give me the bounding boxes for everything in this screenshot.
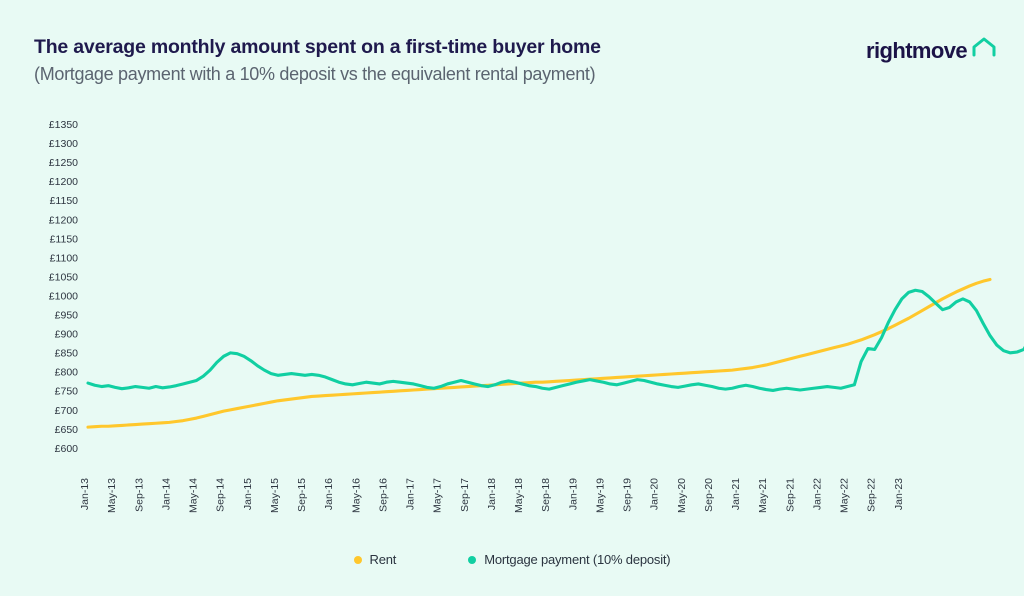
y-axis-tick-label: £600 [55, 443, 79, 455]
x-axis-tick-label: Sep-17 [459, 478, 471, 512]
x-axis-tick-label: May-17 [432, 478, 444, 513]
brand-logo: rightmove [866, 37, 996, 63]
y-axis-tick-label: £1150 [50, 233, 79, 245]
y-axis-tick-label: £900 [55, 329, 79, 341]
y-axis-tick-label: £1000 [49, 290, 78, 302]
legend-item-mortgage[interactable]: Mortgage payment (10% deposit) [468, 552, 671, 567]
x-axis-tick-label: Sep-19 [622, 478, 634, 512]
x-axis-tick-label: Jan-20 [649, 478, 661, 510]
y-axis-tick-label: £800 [55, 367, 79, 379]
y-axis-tick-label: £700 [55, 405, 79, 417]
y-axis-tick-label: £850 [55, 348, 79, 360]
x-axis-tick-label: Sep-22 [866, 478, 878, 512]
page-title: The average monthly amount spent on a fi… [34, 36, 601, 58]
x-axis-tick-label: Jan-16 [323, 478, 335, 510]
y-axis-tick-label: £1200 [49, 176, 78, 188]
x-axis-tick-label: Jan-22 [811, 478, 823, 510]
x-axis-tick-label: Sep-20 [703, 478, 715, 512]
x-axis-tick-label: May-20 [676, 478, 688, 513]
y-axis-tick-label: £1100 [50, 252, 79, 264]
x-axis-tick-label: Jan-19 [567, 478, 579, 510]
y-axis-tick-label: £750 [55, 386, 79, 398]
x-axis-tick-label: May-16 [350, 478, 362, 513]
chart-area: £1350 £1300 £1250 £1200 £1150 £1200 £1150 £1100… [0, 108, 1024, 538]
legend-label-mortgage: Mortgage payment (10% deposit) [484, 552, 671, 567]
x-axis-tick-label: Jan-23 [893, 478, 905, 510]
x-axis-tick-label: May-14 [188, 478, 200, 513]
x-axis-tick-label: Jan-15 [242, 478, 254, 510]
series-line-mortgage [86, 288, 1024, 392]
x-axis-tick-label: Jan-13 [79, 478, 91, 510]
brand-name: rightmove [866, 38, 968, 63]
series-line-rent [86, 277, 992, 429]
y-axis-tick-label: £1250 [49, 157, 78, 169]
page-subtitle: (Mortgage payment with a 10% deposit vs … [34, 64, 596, 84]
x-axis-tick-label: Sep-14 [215, 478, 227, 512]
x-axis-tick-label: Jan-21 [730, 478, 742, 510]
y-axis-tick-label: £1150 [50, 195, 79, 207]
x-axis-labels: Jan-13 May-13 Sep-13 Jan-14 May-14 Sep-14 Jan-… [79, 478, 905, 513]
chart-header: The average monthly amount spent on a fi… [34, 36, 996, 106]
chart-legend: Rent Mortgage payment (10% deposit) [0, 552, 1024, 567]
house-roof-icon [972, 37, 996, 57]
legend-item-rent[interactable]: Rent [353, 552, 397, 567]
legend-color-swatch-mortgage [468, 555, 477, 564]
x-axis-tick-label: Sep-16 [377, 478, 389, 512]
y-axis-labels: £1350 £1300 £1250 £1200 £1150 £1200 £1150 £1100… [49, 119, 78, 455]
x-axis-tick-label: Jan-17 [405, 478, 417, 510]
y-axis-tick-label: £950 [55, 310, 79, 322]
x-axis-tick-label: Sep-21 [784, 478, 796, 512]
y-axis-tick-label: £1300 [49, 138, 78, 150]
y-axis-tick-label: £1350 [49, 119, 78, 131]
x-axis-tick-label: Jan-14 [160, 478, 172, 510]
legend-color-swatch-rent [353, 555, 362, 564]
x-axis-tick-label: May-18 [513, 478, 525, 513]
x-axis-tick-label: Sep-18 [540, 478, 552, 512]
legend-label-rent: Rent [369, 552, 397, 567]
x-axis-tick-label: May-13 [106, 478, 118, 513]
series-lines [86, 277, 1024, 429]
y-axis-tick-label: £1050 [49, 271, 78, 283]
x-axis-tick-label: May-19 [594, 478, 606, 513]
x-axis-tick-label: Jan-18 [486, 478, 498, 510]
x-axis-tick-label: May-15 [269, 478, 281, 513]
x-axis-tick-label: Sep-13 [133, 478, 145, 512]
x-axis-tick-label: May-22 [839, 478, 851, 513]
line-chart: £1350 £1300 £1250 £1200 £1150 £1200 £1150 £1100… [49, 119, 1024, 513]
y-axis-tick-label: £1200 [49, 214, 78, 226]
x-axis-tick-label: Sep-15 [296, 478, 308, 512]
x-axis-tick-label: May-21 [757, 478, 769, 513]
y-axis-tick-label: £650 [55, 424, 79, 436]
